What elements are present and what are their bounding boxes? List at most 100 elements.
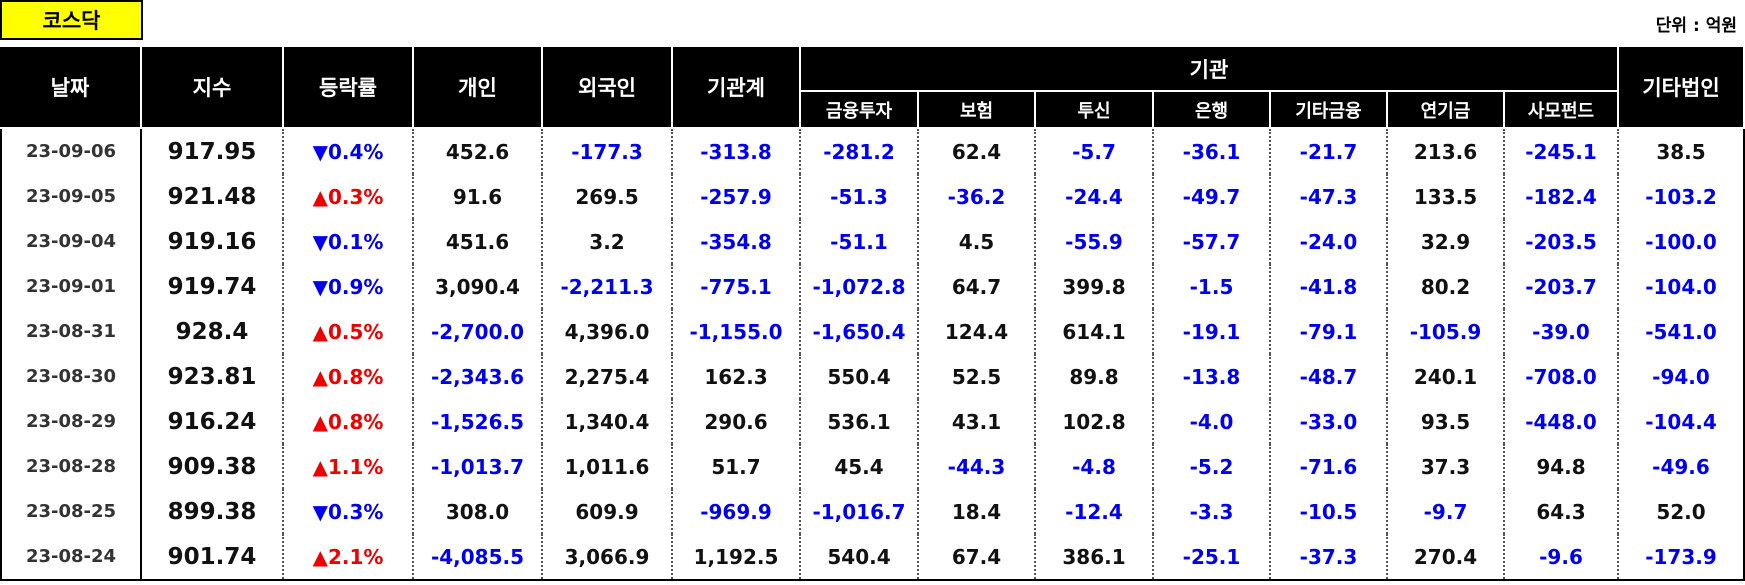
date-cell: 23-09-04 [0, 219, 142, 264]
value-cell: 43.1 [919, 399, 1036, 444]
value-cell: -2,211.3 [543, 264, 673, 309]
sub-header: 금융투자 [801, 92, 919, 129]
value-cell: -1,650.4 [801, 309, 919, 354]
value-cell: 4.5 [919, 219, 1036, 264]
table-bottom-border [0, 579, 1745, 581]
value-cell: 38.5 [1619, 129, 1745, 174]
unit-label: 단위 : 억원 [1655, 15, 1737, 36]
value-cell: -49.6 [1619, 444, 1745, 489]
sub-header: 기타금융 [1271, 92, 1388, 129]
sub-header: 연기금 [1388, 92, 1505, 129]
value-cell: -1,072.8 [801, 264, 919, 309]
change-cell: ▲0.3% [284, 174, 414, 219]
change-cell: ▲2.1% [284, 534, 414, 579]
value-cell: 37.3 [1388, 444, 1505, 489]
index-cell: 916.24 [142, 399, 284, 444]
value-cell: -969.9 [673, 489, 801, 534]
index-cell: 919.16 [142, 219, 284, 264]
value-cell: -105.9 [1388, 309, 1505, 354]
value-cell: -1.5 [1154, 264, 1271, 309]
value-cell: 270.4 [1388, 534, 1505, 579]
value-cell: 240.1 [1388, 354, 1505, 399]
value-cell: -448.0 [1505, 399, 1619, 444]
value-cell: 64.7 [919, 264, 1036, 309]
value-cell: 162.3 [673, 354, 801, 399]
change-cell: ▼0.9% [284, 264, 414, 309]
value-cell: -24.4 [1036, 174, 1154, 219]
change-cell: ▲0.8% [284, 354, 414, 399]
index-cell: 899.38 [142, 489, 284, 534]
value-cell: -775.1 [673, 264, 801, 309]
value-cell: 62.4 [919, 129, 1036, 174]
change-cell: ▲0.8% [284, 399, 414, 444]
date-cell: 23-08-30 [0, 354, 142, 399]
value-cell: -47.3 [1271, 174, 1388, 219]
value-cell: -100.0 [1619, 219, 1745, 264]
value-cell: -33.0 [1271, 399, 1388, 444]
value-cell: 1,011.6 [543, 444, 673, 489]
value-cell: -1,155.0 [673, 309, 801, 354]
date-cell: 23-09-06 [0, 129, 142, 174]
date-cell: 23-09-01 [0, 264, 142, 309]
value-cell: 451.6 [414, 219, 543, 264]
date-cell: 23-08-28 [0, 444, 142, 489]
date-cell: 23-08-31 [0, 309, 142, 354]
value-cell: -182.4 [1505, 174, 1619, 219]
value-cell: -57.7 [1154, 219, 1271, 264]
value-cell: -71.6 [1271, 444, 1388, 489]
value-cell: 52.5 [919, 354, 1036, 399]
value-cell: -94.0 [1619, 354, 1745, 399]
index-cell: 909.38 [142, 444, 284, 489]
value-cell: -37.3 [1271, 534, 1388, 579]
value-cell: -9.6 [1505, 534, 1619, 579]
change-cell: ▲1.1% [284, 444, 414, 489]
value-cell: 536.1 [801, 399, 919, 444]
value-cell: -51.1 [801, 219, 919, 264]
column-header: 외국인 [543, 47, 673, 129]
value-cell: -44.3 [919, 444, 1036, 489]
value-cell: -245.1 [1505, 129, 1619, 174]
value-cell: 3,090.4 [414, 264, 543, 309]
value-cell: 89.8 [1036, 354, 1154, 399]
value-cell: -5.7 [1036, 129, 1154, 174]
value-cell: -3.3 [1154, 489, 1271, 534]
column-header: 기타법인 [1619, 47, 1745, 129]
value-cell: 550.4 [801, 354, 919, 399]
value-cell: -203.5 [1505, 219, 1619, 264]
value-cell: -541.0 [1619, 309, 1745, 354]
value-cell: -257.9 [673, 174, 801, 219]
value-cell: 93.5 [1388, 399, 1505, 444]
column-header: 날짜 [0, 47, 142, 129]
group-header: 기관 [801, 47, 1619, 92]
value-cell: -104.4 [1619, 399, 1745, 444]
sub-header: 투신 [1036, 92, 1154, 129]
value-cell: -4.8 [1036, 444, 1154, 489]
value-cell: -41.8 [1271, 264, 1388, 309]
sub-header: 은행 [1154, 92, 1271, 129]
value-cell: 3.2 [543, 219, 673, 264]
value-cell: -203.7 [1505, 264, 1619, 309]
change-cell: ▲0.5% [284, 309, 414, 354]
value-cell: -10.5 [1271, 489, 1388, 534]
value-cell: 3,066.9 [543, 534, 673, 579]
change-cell: ▼0.1% [284, 219, 414, 264]
value-cell: -2,700.0 [414, 309, 543, 354]
date-cell: 23-08-25 [0, 489, 142, 534]
value-cell: 2,275.4 [543, 354, 673, 399]
value-cell: -177.3 [543, 129, 673, 174]
value-cell: 614.1 [1036, 309, 1154, 354]
value-cell: -13.8 [1154, 354, 1271, 399]
value-cell: -354.8 [673, 219, 801, 264]
value-cell: 540.4 [801, 534, 919, 579]
value-cell: -51.3 [801, 174, 919, 219]
value-cell: -173.9 [1619, 534, 1745, 579]
value-cell: 1,340.4 [543, 399, 673, 444]
value-cell: 102.8 [1036, 399, 1154, 444]
value-cell: -1,016.7 [801, 489, 919, 534]
index-cell: 919.74 [142, 264, 284, 309]
value-cell: 45.4 [801, 444, 919, 489]
index-cell: 923.81 [142, 354, 284, 399]
value-cell: 213.6 [1388, 129, 1505, 174]
value-cell: -103.2 [1619, 174, 1745, 219]
